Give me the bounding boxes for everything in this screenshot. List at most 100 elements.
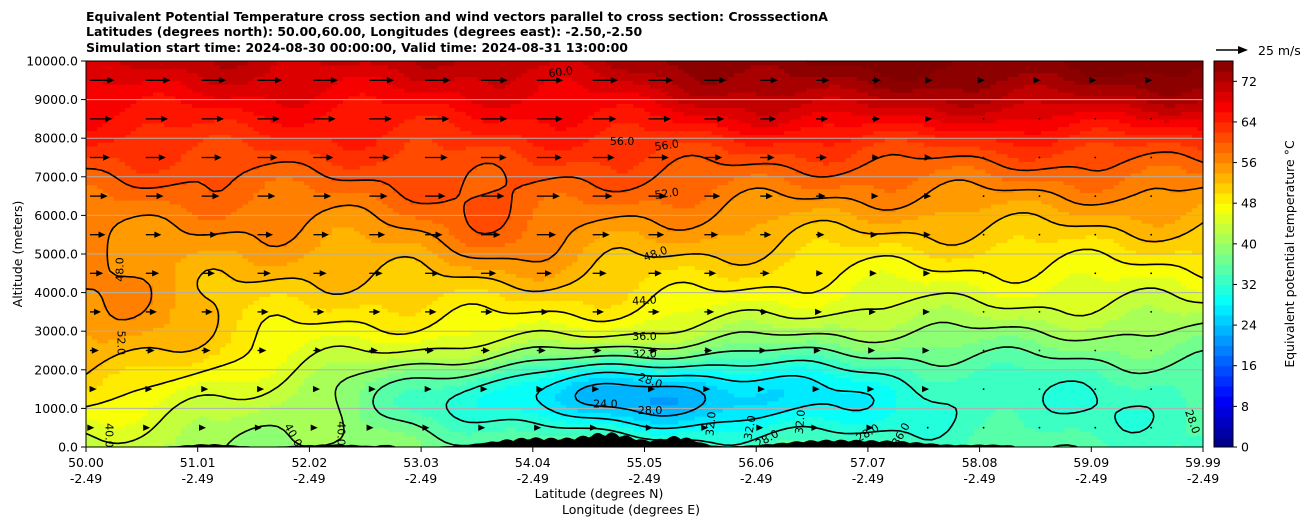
wind-vector — [257, 231, 274, 238]
wind-vector — [759, 347, 767, 354]
wind-vector — [1094, 349, 1097, 352]
wind-vector — [1038, 388, 1041, 390]
wind-vector — [425, 347, 434, 354]
wind-vector — [90, 270, 104, 277]
wind-vector — [536, 154, 563, 161]
wind-vector — [145, 77, 171, 84]
x-tick-label-latitude: 54.04 — [515, 455, 551, 470]
wind-vector — [1038, 195, 1041, 198]
x-tick-label-latitude: 52.02 — [292, 455, 328, 470]
wind-vector — [145, 308, 157, 316]
wind-vector — [313, 231, 329, 238]
wind-vector — [536, 231, 557, 238]
wind-vector — [704, 308, 715, 316]
colorbar-swatch — [1214, 416, 1233, 428]
x-tick-label-latitude: 59.09 — [1073, 455, 1109, 470]
contour-label: 32.0 — [632, 347, 657, 360]
colorbar-frame — [1213, 60, 1234, 448]
wind-vector — [816, 270, 824, 277]
wind-vector — [1150, 426, 1153, 429]
contour-28 — [535, 371, 875, 430]
wind-vector — [871, 115, 881, 123]
colorbar-swatch — [1214, 436, 1233, 448]
colorbar-swatch — [1214, 396, 1233, 407]
wind-vector — [1038, 156, 1041, 159]
wind-vector — [704, 77, 727, 84]
contour-label: 32.0 — [793, 409, 808, 435]
title-line-2: Latitudes (degrees north): 50.00,60.00, … — [86, 24, 643, 39]
colorbar-swatch — [1214, 223, 1233, 235]
wind-vector — [871, 154, 880, 161]
wind-vector — [982, 233, 985, 236]
wind-vector — [369, 270, 383, 277]
colorbar-tick-label: 48 — [1241, 196, 1257, 211]
wind-vector — [87, 424, 95, 431]
wind-vector — [869, 270, 877, 277]
colorbar-swatch — [1214, 365, 1233, 377]
wind-vector — [534, 424, 542, 431]
wind-vector — [90, 347, 99, 354]
colorbar-swatch — [1214, 304, 1233, 316]
wind-vector — [425, 270, 440, 277]
wind-vector — [592, 77, 618, 84]
wind-vector — [592, 154, 615, 161]
wind-vector — [480, 192, 505, 200]
wind-vector — [313, 77, 338, 84]
wind-vector — [257, 115, 280, 123]
wind-vector — [982, 349, 985, 352]
x-tick-label-latitude: 57.07 — [850, 455, 886, 470]
wind-vector — [922, 308, 930, 316]
x-tick-label-latitude: 58.08 — [962, 455, 998, 470]
wind-vector — [648, 231, 665, 238]
wind-vector — [313, 347, 323, 354]
wind-vector — [982, 272, 985, 275]
wind-vector — [760, 192, 773, 200]
wind-vector — [90, 308, 102, 316]
wind-vector — [923, 270, 931, 277]
colorbar-tick-label: 64 — [1241, 114, 1257, 129]
terrain — [86, 432, 1203, 447]
wind-vector — [816, 192, 826, 200]
wind-vector — [704, 270, 717, 277]
wind-vector — [592, 385, 600, 393]
wind-vector — [1150, 118, 1153, 120]
x-axis-label-latitude: Latitude (degrees N) — [535, 486, 664, 501]
wind-vector — [704, 115, 725, 123]
wind-vector — [868, 308, 876, 316]
wind-vector — [648, 115, 672, 123]
wind-vector — [312, 385, 320, 393]
contour-label: 32.0 — [742, 414, 759, 440]
wind-vector — [257, 77, 283, 84]
x-axis-label-longitude: Longitude (degrees E) — [562, 502, 700, 517]
colorbar-swatch — [1214, 355, 1233, 367]
colorbar-swatch — [1214, 335, 1233, 346]
wind-vector — [313, 270, 327, 277]
wind-vector — [422, 424, 430, 431]
contour-label: 48.0 — [114, 257, 127, 282]
title-line-3: Simulation start time: 2024-08-30 00:00:… — [86, 40, 628, 55]
x-tick-label-longitude: -2.49 — [405, 471, 437, 486]
colorbar-tick-label: 8 — [1241, 399, 1249, 414]
wind-vector — [1150, 388, 1153, 390]
wind-vector — [982, 195, 985, 198]
wind-vector — [926, 426, 929, 429]
wind-vector — [369, 192, 388, 200]
wind-vector — [145, 192, 164, 200]
wind-vector — [923, 231, 931, 238]
y-tick-label: 8000.0 — [34, 131, 78, 146]
wind-vector — [1038, 311, 1041, 313]
wind-vector — [89, 385, 97, 393]
x-tick-label-longitude: -2.49 — [182, 471, 214, 486]
wind-vector — [812, 385, 820, 393]
wind-vector — [90, 154, 110, 161]
wind-vector — [756, 424, 764, 431]
wind-vector — [592, 231, 610, 238]
colorbar-swatch — [1214, 193, 1233, 204]
wind-vector — [201, 231, 218, 238]
wind-vector — [922, 347, 930, 354]
x-tick-label-latitude: 56.06 — [738, 455, 774, 470]
wind-vector — [592, 270, 607, 277]
x-tick-label-longitude: -2.49 — [963, 471, 995, 486]
wind-vector — [1094, 118, 1097, 120]
colorbar-swatch — [1214, 426, 1233, 438]
